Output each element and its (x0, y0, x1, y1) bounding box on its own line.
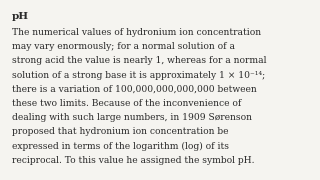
Text: may vary enormously; for a normal solution of a: may vary enormously; for a normal soluti… (12, 42, 235, 51)
Text: pH: pH (12, 12, 29, 21)
Text: The numerical values of hydronium ion concentration: The numerical values of hydronium ion co… (12, 28, 261, 37)
Text: proposed that hydronium ion concentration be: proposed that hydronium ion concentratio… (12, 127, 229, 136)
Text: dealing with such large numbers, in 1909 Sørenson: dealing with such large numbers, in 1909… (12, 113, 252, 122)
Text: solution of a strong base it is approximately 1 × 10⁻¹⁴;: solution of a strong base it is approxim… (12, 71, 265, 80)
Text: these two limits. Because of the inconvenience of: these two limits. Because of the inconve… (12, 99, 242, 108)
Text: reciprocal. To this value he assigned the symbol pH.: reciprocal. To this value he assigned th… (12, 156, 255, 165)
Text: there is a variation of 100,000,000,000,000 between: there is a variation of 100,000,000,000,… (12, 85, 257, 94)
Text: expressed in terms of the logarithm (log) of its: expressed in terms of the logarithm (log… (12, 142, 229, 151)
Text: strong acid the value is nearly 1, whereas for a normal: strong acid the value is nearly 1, where… (12, 56, 267, 65)
